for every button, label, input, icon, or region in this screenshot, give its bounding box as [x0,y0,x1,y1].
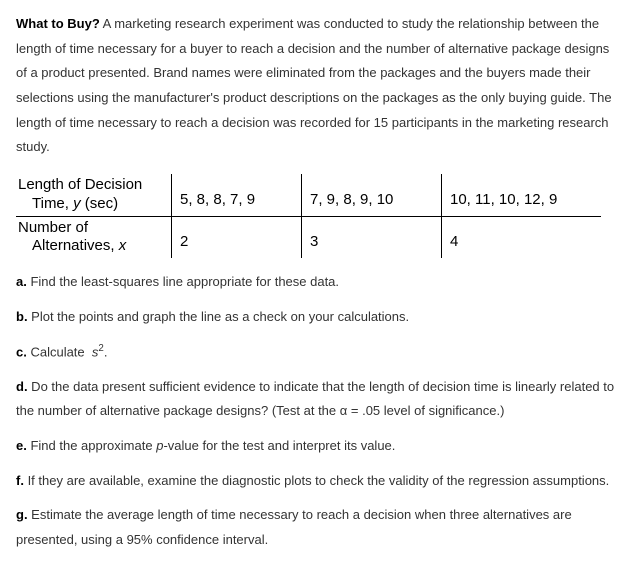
x-var: x [119,237,127,254]
question-label: a. [16,274,27,289]
question-c: c. Calculate s2. [16,340,615,365]
row2-col1: 2 [171,217,301,259]
question-text: Do the data present sufficient evidence … [16,379,614,419]
table-row: Length of Decision Time, y (sec) 5, 8, 8… [16,174,615,217]
row1-col1: 5, 8, 8, 7, 9 [171,174,301,217]
question-f: f. If they are available, examine the di… [16,469,615,494]
question-text-pre: Calculate [27,344,88,359]
row2-label-line2: Alternatives, x [18,237,165,256]
row1-label-line2: Time, y (sec) [18,195,165,214]
table-row: Number of Alternatives, x 2 3 4 [16,217,615,259]
question-text: Plot the points and graph the line as a … [28,309,410,324]
question-a: a. Find the least-squares line appropria… [16,270,615,295]
row1-col2: 7, 9, 8, 9, 10 [301,174,441,217]
intro-body: A marketing research experiment was cond… [16,16,612,154]
intro-lead: What to Buy? [16,16,100,31]
row1-col3: 10, 11, 10, 12, 9 [441,174,601,217]
row2-col3: 4 [441,217,601,259]
question-e: e. Find the approximate p-value for the … [16,434,615,459]
intro-paragraph: What to Buy? A marketing research experi… [16,12,615,160]
row2-label-line1: Number of [18,219,88,236]
question-text: If they are available, examine the diagn… [24,473,609,488]
question-d: d. Do the data present sufficient eviden… [16,375,615,424]
question-text: Find the least-squares line appropriate … [27,274,339,289]
row2-label: Number of Alternatives, x [16,217,171,259]
question-text-post: -value for the test and interpret its va… [163,438,395,453]
question-label: e. [16,438,27,453]
row2-col2: 3 [301,217,441,259]
question-text: Estimate the average length of time nece… [16,507,572,547]
question-label: c. [16,344,27,359]
question-label: d. [16,379,28,394]
question-label: g. [16,507,28,522]
question-b: b. Plot the points and graph the line as… [16,305,615,330]
question-text-pre: Find the approximate [27,438,156,453]
data-table: Length of Decision Time, y (sec) 5, 8, 8… [16,174,615,258]
question-g: g. Estimate the average length of time n… [16,503,615,552]
question-label: b. [16,309,28,324]
row1-label-line1: Length of Decision [18,176,142,193]
question-label: f. [16,473,24,488]
row1-label: Length of Decision Time, y (sec) [16,174,171,217]
y-var: y [73,195,81,212]
question-text-post: . [104,344,108,359]
